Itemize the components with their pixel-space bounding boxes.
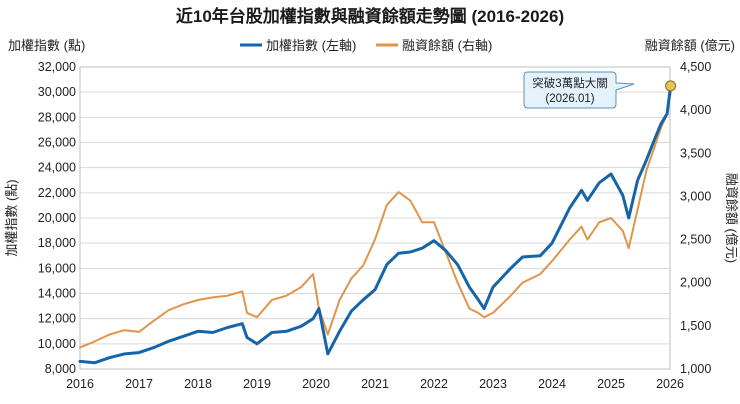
left-tick-label: 14,000 — [38, 287, 76, 301]
series-lines — [78, 84, 673, 365]
gridlines — [80, 66, 670, 370]
right-tick-label: 3,000 — [680, 189, 711, 203]
callout: 突破3萬點大關 (2026.01) — [523, 71, 635, 109]
right-axis-top-label: 融資餘額 (億元) — [645, 38, 735, 53]
left-tick-label: 20,000 — [38, 211, 76, 225]
x-tick-label: 2025 — [597, 377, 625, 391]
left-tick-label: 16,000 — [38, 261, 76, 275]
callout-line-2: (2026.01) — [545, 93, 594, 105]
left-tick-label: 12,000 — [38, 312, 76, 326]
left-tick-label: 24,000 — [38, 161, 76, 175]
left-axis-top-label: 加權指數 (點) — [8, 38, 85, 53]
legend-label-index: 加權指數 (左軸) — [266, 38, 356, 53]
x-tick-label: 2019 — [243, 377, 271, 391]
x-tick-label: 2020 — [302, 377, 330, 391]
right-axis-ticks: 1,000 1,500 2,000 2,500 3,000 3,500 4,000 4,500 — [680, 60, 711, 376]
callout-marker — [665, 80, 677, 92]
left-tick-label: 8,000 — [45, 362, 76, 376]
left-tick-label: 18,000 — [38, 236, 76, 250]
chart-title: 近10年台股加權指數與融資餘額走勢圖 (2016-2026) — [176, 6, 564, 26]
left-axis-ticks: 8,000 10,000 12,000 14,000 16,000 18,000 20,00… — [38, 60, 76, 376]
left-axis-side-label: 加權指數 (點) — [4, 179, 19, 256]
left-tick-label: 28,000 — [38, 110, 76, 124]
right-tick-label: 1,000 — [680, 362, 711, 376]
left-tick-label: 22,000 — [38, 186, 76, 200]
x-tick-label: 2018 — [184, 377, 212, 391]
x-tick-label: 2017 — [125, 377, 153, 391]
legend-label-margin: 融資餘額 (右軸) — [402, 38, 492, 53]
x-tick-label: 2021 — [361, 377, 389, 391]
right-tick-label: 3,500 — [680, 146, 711, 160]
x-axis-ticks: 2016 2017 2018 2019 2020 2021 2022 2023 2024 2025… — [66, 377, 684, 391]
callout-line-1: 突破3萬點大關 — [532, 76, 607, 90]
x-tick-label: 2023 — [479, 377, 507, 391]
left-tick-label: 32,000 — [38, 60, 76, 74]
left-tick-label: 10,000 — [38, 337, 76, 351]
plot-frame — [79, 66, 671, 370]
left-tick-label: 26,000 — [38, 136, 76, 150]
x-tick-label: 2022 — [420, 377, 448, 391]
x-tick-label: 2026 — [656, 377, 684, 391]
right-tick-label: 2,500 — [680, 233, 711, 247]
right-tick-label: 4,000 — [680, 103, 711, 117]
x-tick-label: 2016 — [66, 377, 94, 391]
left-tick-label: 30,000 — [38, 85, 76, 99]
margin-series-line — [79, 91, 672, 349]
right-tick-label: 1,500 — [680, 319, 711, 333]
index-series-line — [78, 84, 673, 365]
right-tick-label: 4,500 — [680, 60, 711, 74]
callout-box — [523, 71, 635, 109]
x-tick-label: 2024 — [538, 377, 566, 391]
legend: 加權指數 (左軸) 融資餘額 (右軸) — [240, 38, 492, 53]
right-tick-label: 2,000 — [680, 276, 711, 290]
right-axis-side-label: 融資餘額 (億元) — [724, 173, 739, 263]
